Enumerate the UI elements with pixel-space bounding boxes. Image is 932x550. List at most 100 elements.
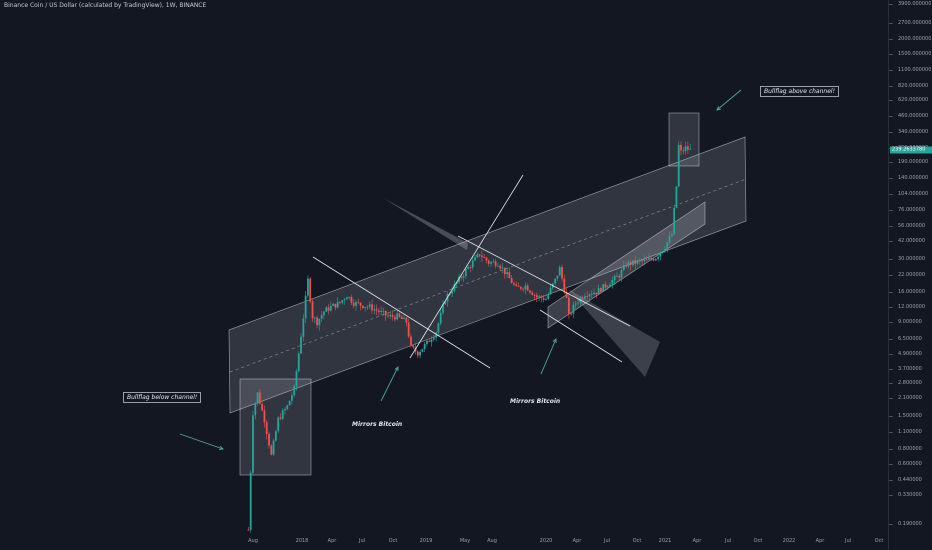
- candle-body: [659, 252, 662, 257]
- candle-body: [332, 303, 335, 306]
- price-axis-tick-label: 0.440000: [889, 477, 932, 483]
- candle-body: [403, 317, 405, 320]
- time-axis-tick-label: 2020: [539, 538, 553, 544]
- candle-body: [252, 415, 254, 473]
- chart-plot-area[interactable]: [0, 0, 888, 550]
- candle-body: [407, 322, 410, 337]
- current-price-tag: 239.2633780: [890, 146, 932, 154]
- candle-body: [320, 315, 323, 319]
- candle-body: [595, 292, 598, 295]
- candle-body: [286, 405, 289, 409]
- wedge-2020: [568, 289, 660, 377]
- candle-body: [577, 302, 579, 304]
- candle-body: [686, 146, 689, 150]
- wedge-2019: [383, 198, 468, 250]
- candle-body: [661, 251, 664, 253]
- candle-body: [304, 295, 307, 319]
- candle-body: [318, 318, 321, 326]
- candle-body: [345, 297, 348, 300]
- candle-body: [485, 257, 488, 261]
- candle-body: [476, 254, 479, 258]
- arrow-mirrors-2: [540, 338, 557, 375]
- candle-body: [460, 276, 463, 278]
- candle-body: [254, 403, 257, 416]
- candle-body: [357, 301, 360, 303]
- candle-body: [583, 296, 586, 299]
- candle-body: [556, 275, 559, 279]
- candle-body: [606, 286, 609, 288]
- candle-body: [629, 262, 632, 266]
- drawings-back-layer: [228, 112, 747, 476]
- candle-body: [492, 261, 495, 263]
- candle-body: [435, 332, 438, 338]
- candle-body: [444, 301, 447, 305]
- candle-body: [483, 257, 486, 258]
- price-axis-tick-label: 6.500000: [889, 336, 932, 342]
- candle-body: [355, 301, 357, 306]
- candle-body: [300, 336, 302, 354]
- arrow-mirrors-1-head: [394, 366, 399, 372]
- candle-body: [284, 408, 286, 411]
- trendline-2020-down: [539, 309, 623, 363]
- time-axis-tick-label: Jul: [724, 538, 732, 544]
- candle-body: [604, 284, 607, 288]
- time-axis-tick-label: Oct: [388, 538, 398, 544]
- price-axis-tick-label: 1500.000000: [889, 51, 932, 57]
- candle-body: [343, 299, 346, 301]
- candle-body: [535, 295, 538, 298]
- price-axis-tick-label: 30.000000: [889, 256, 932, 262]
- candle-body: [339, 301, 341, 303]
- candle-body: [641, 260, 644, 262]
- candle-body: [297, 353, 300, 372]
- candle-body: [334, 303, 337, 308]
- candle-body: [567, 297, 570, 314]
- time-axis-tick-label: May: [459, 538, 471, 544]
- price-axis-tick-label: 0.190000: [889, 521, 932, 527]
- price-axis-tick-label: 0.800000: [889, 446, 932, 452]
- candle-body: [469, 267, 472, 268]
- price-axis-tick-label: 9.000000: [889, 319, 932, 325]
- trendline-2018-down: [312, 256, 491, 369]
- price-axis-tick-label: 0.600000: [889, 461, 932, 467]
- arrow-bullflag-above-head: [716, 106, 721, 111]
- candle-body: [442, 304, 444, 313]
- candle-body: [373, 309, 376, 311]
- price-axis-tick-label: 42.000000: [889, 238, 932, 244]
- candle-body: [279, 417, 282, 419]
- candle-body: [336, 301, 339, 308]
- main-channel: [228, 136, 747, 414]
- price-axis[interactable]: 3900.000000 2700.000000 2000.000000 1500.00…: [888, 0, 932, 550]
- candle-body: [410, 336, 412, 346]
- arrow-mirrors-1: [380, 366, 399, 402]
- candle-body: [574, 303, 577, 305]
- price-axis-tick-label: 12.000000: [889, 304, 932, 310]
- candle-body: [542, 298, 545, 300]
- candle-body: [652, 259, 655, 261]
- price-axis-tick-label: 56.000000: [889, 223, 932, 229]
- arrow-bullflag-above: [716, 89, 742, 111]
- candle-body: [677, 144, 680, 187]
- price-axis-tick-label: 3.700000: [889, 366, 932, 372]
- trendline-2019-down: [457, 235, 631, 327]
- candle-body: [503, 267, 506, 275]
- candle-body: [531, 292, 534, 295]
- candle-body: [380, 310, 383, 312]
- candle-body: [348, 296, 351, 298]
- candle-body: [387, 315, 389, 317]
- candle-body: [664, 249, 666, 252]
- candle-body: [668, 236, 671, 243]
- candle-body: [524, 285, 527, 290]
- candle-body: [451, 291, 454, 294]
- candle-body: [513, 283, 515, 285]
- time-axis-tick-label: Apr: [815, 538, 825, 544]
- candle-body: [586, 296, 589, 297]
- candle-body: [627, 262, 630, 267]
- candle-body: [526, 285, 529, 291]
- candle-body: [421, 349, 424, 352]
- time-axis-tick-label: 2021: [658, 538, 672, 544]
- candle-body: [265, 422, 268, 434]
- time-axis-tick-label: Oct: [632, 538, 642, 544]
- annotation-bullflag-above: Bullflag above channel!: [760, 86, 839, 97]
- time-axis-tick-label: 2022: [782, 538, 796, 544]
- candle-body: [389, 314, 392, 317]
